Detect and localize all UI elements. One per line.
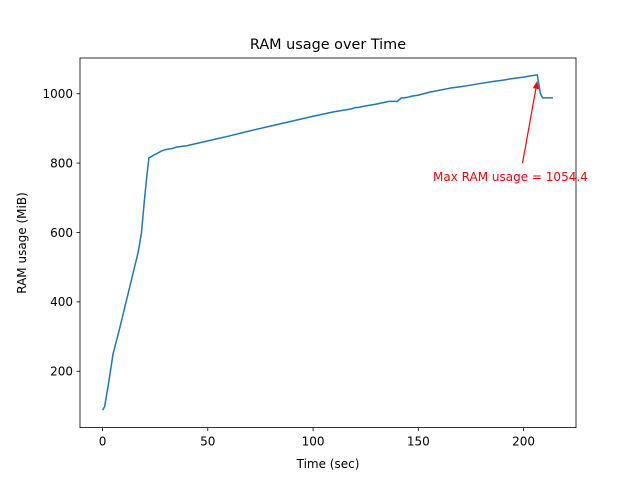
y-axis-ticks: 200 400 600 800 1000 — [42, 87, 80, 379]
ram-usage-series-line — [101, 74, 554, 411]
x-tick-label: 200 — [512, 435, 535, 449]
max-ram-annotation: Max RAM usage = 1054.4 — [433, 80, 588, 184]
y-tick-label: 1000 — [42, 87, 73, 101]
y-tick-label: 200 — [50, 365, 73, 379]
x-tick-label: 100 — [302, 435, 325, 449]
x-axis-label: Time (sec) — [296, 457, 360, 471]
y-tick-label: 600 — [50, 226, 73, 240]
x-axis-ticks: 0 50 100 150 200 — [99, 427, 535, 449]
chart-title: RAM usage over Time — [250, 37, 406, 53]
x-tick-label: 150 — [407, 435, 430, 449]
y-tick-label: 800 — [50, 156, 73, 170]
x-tick-label: 0 — [99, 435, 107, 449]
annotation-arrow-line — [521, 88, 537, 164]
axes-frame — [79, 57, 577, 429]
x-tick-label: 50 — [200, 435, 215, 449]
annotation-arrow-head — [532, 80, 540, 90]
y-axis-label: RAM usage (MiB) — [15, 192, 29, 294]
y-tick-label: 400 — [50, 295, 73, 309]
annotation-label: Max RAM usage = 1054.4 — [433, 170, 588, 184]
